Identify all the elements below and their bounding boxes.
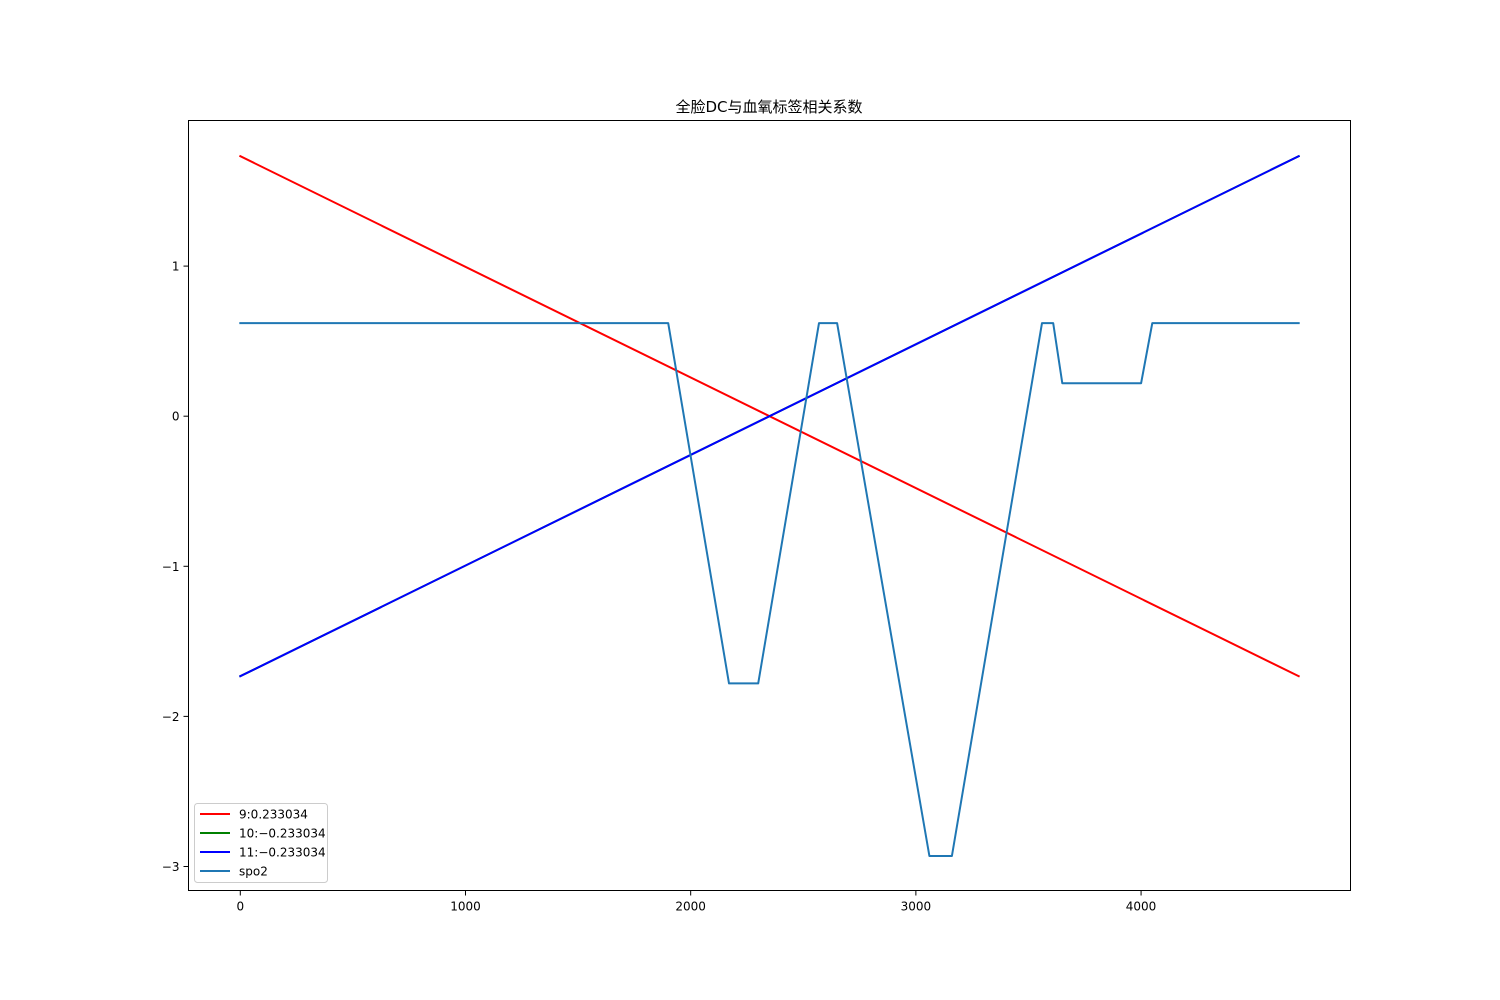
y-tick-label: 1 [172, 260, 180, 274]
legend-label-series-10: 10:−0.233034 [239, 827, 326, 841]
y-tick-label: −3 [162, 860, 180, 874]
legend-label-series-11: 11:−0.233034 [239, 846, 326, 860]
x-tick-label: 0 [236, 900, 244, 914]
x-tick-label: 1000 [450, 900, 481, 914]
legend-box [194, 803, 328, 883]
chart-title: 全脸DC与血氧标签相关系数 [675, 98, 862, 116]
plot-area-frame [188, 120, 1351, 891]
series-layer [238, 154, 1301, 857]
series-line-11-0-233034 [238, 154, 1301, 678]
series-line-spo2 [239, 322, 1300, 857]
legend-label-series-9: 9:0.233034 [239, 808, 308, 822]
x-tick-label: 4000 [1126, 900, 1157, 914]
legend: 9:0.233034 10:−0.233034 11:−0.233034 spo… [194, 803, 328, 883]
x-tick-label: 3000 [901, 900, 932, 914]
y-axis: −3 −2 −1 0 1 [162, 260, 189, 874]
x-tick-label: 2000 [675, 900, 706, 914]
x-axis: 0 1000 2000 3000 4000 [236, 890, 1157, 914]
y-tick-label: −1 [162, 560, 180, 574]
legend-label-spo2: spo2 [239, 865, 268, 879]
y-tick-label: −2 [162, 710, 180, 724]
y-tick-label: 0 [172, 410, 180, 424]
